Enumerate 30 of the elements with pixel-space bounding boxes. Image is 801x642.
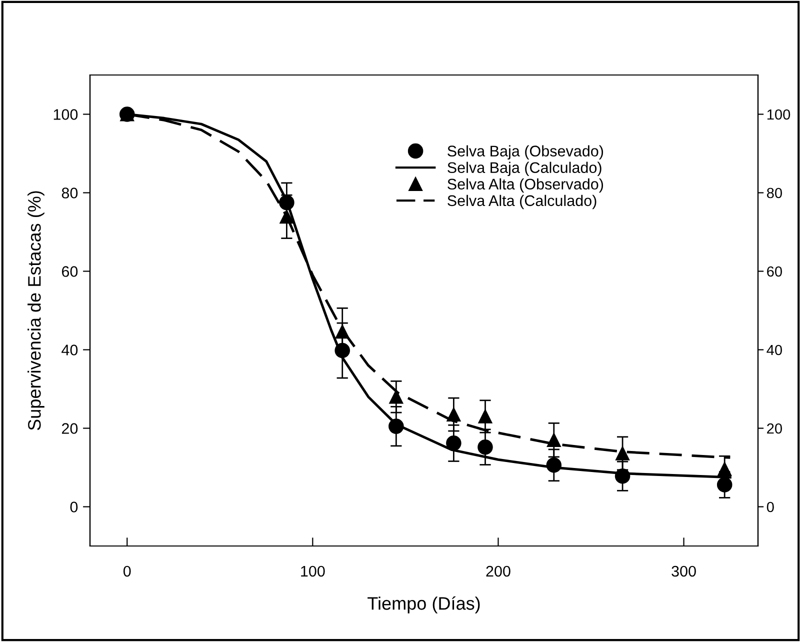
y2-tick-label: 60 [767, 266, 782, 277]
y-tick-label: 100 [54, 109, 78, 120]
x-tick-label: 200 [486, 566, 510, 577]
legend-label: Selva Alta (Observado) [448, 178, 604, 193]
x-tick-label: 0 [123, 566, 131, 577]
x-axis-title: Tiempo (Días) [368, 596, 480, 614]
point [446, 436, 462, 451]
y-tick-label: 80 [62, 188, 78, 198]
x-tick-label: 300 [672, 566, 696, 577]
point [478, 439, 493, 455]
y2-tick-label: 0 [766, 502, 774, 512]
y-tick-label: 60 [62, 266, 78, 277]
y-tick-label: 20 [62, 423, 78, 434]
point [716, 477, 732, 492]
x-tick-label: 100 [301, 566, 325, 577]
legend-label: Selva Baja (Calculado) [448, 162, 602, 176]
point [718, 462, 732, 476]
y2-tick-label: 80 [766, 188, 782, 198]
point [389, 390, 404, 404]
y-tick-label: 0 [70, 502, 78, 512]
point [546, 433, 561, 447]
point [616, 446, 630, 460]
point [478, 410, 492, 424]
y-tick-label: 40 [62, 344, 78, 356]
y2-tick-label: 100 [767, 109, 790, 120]
legend-label: Selva Baja (Obsevado) [448, 145, 604, 160]
y2-tick-label: 20 [767, 423, 782, 434]
y-axis-title: Supervivencia de Estacas (%) [28, 191, 44, 430]
legend-label: Selva Alta (Calculado) [448, 194, 596, 210]
y2-tick-label: 40 [766, 344, 782, 356]
